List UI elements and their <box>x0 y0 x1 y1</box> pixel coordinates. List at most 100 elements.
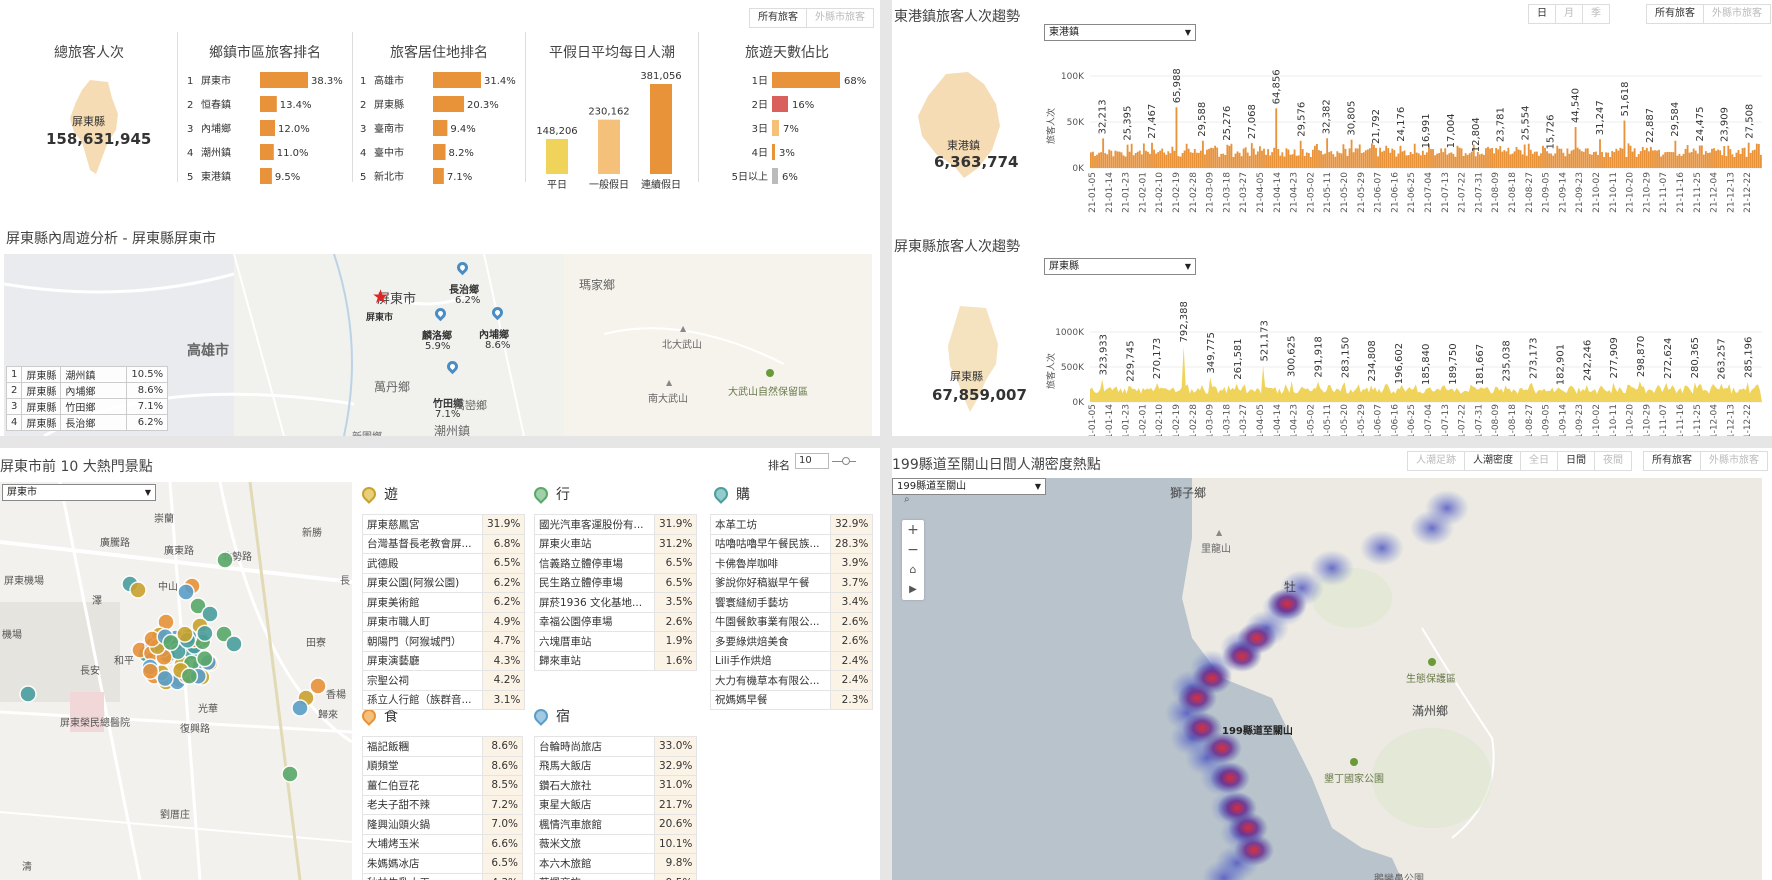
trend-bar <box>1248 155 1251 168</box>
table-row[interactable]: 隆興汕頭火鍋 7.0% <box>362 814 523 835</box>
table-row[interactable]: 薇米文旅 10.1% <box>534 833 698 854</box>
toggle-footprint[interactable]: 人潮足跡 <box>1408 452 1465 470</box>
trend-bar <box>1299 140 1302 168</box>
spot-name: 大埔烤玉米 <box>362 833 483 854</box>
table-row[interactable]: 秋林牛乳大王4.3% <box>362 872 523 880</box>
toggle-month[interactable]: 月 <box>1556 5 1583 23</box>
table-row[interactable]: 順頻堂 8.6% <box>362 755 523 776</box>
toggle-allday[interactable]: 全日 <box>1521 452 1558 470</box>
table-row[interactable]: 老夫子甜不辣 7.2% <box>362 794 523 815</box>
inner-tour-map[interactable]: 高雄市 屏東市 ★ 屏東市 長治鄉 6.2% 麟洛鄉 5.9% 內埔鄉 8.6%… <box>4 254 872 436</box>
table-row[interactable]: 楓情汽車旅館 20.6% <box>534 814 698 835</box>
map-label-changzhi: 長治鄉 <box>449 285 479 296</box>
table-row[interactable]: 牛園餐飲事業有限公... 2.6% <box>710 611 874 632</box>
table-row[interactable]: 3 屏東縣 竹田鄉 7.1% <box>5 398 169 415</box>
table-row[interactable]: 民生路立體停車場 6.5% <box>534 572 698 593</box>
table-row[interactable]: 屏菸1936 文化基地... 3.5% <box>534 592 698 613</box>
table-row[interactable]: 饗寰縫紉手藝坊 3.4% <box>710 592 874 613</box>
map-label: 北勢路 <box>222 552 252 563</box>
table-row[interactable]: 多要綠烘焙美食 2.6% <box>710 631 874 652</box>
table-row[interactable]: 鑽石大旅社 31.0% <box>534 775 698 796</box>
heat-hotspot <box>1222 640 1262 672</box>
table-row[interactable]: 信義路立體停車場 6.5% <box>534 553 698 574</box>
toggle-night[interactable]: 夜間 <box>1603 455 1623 466</box>
table-row[interactable]: 幸福公園停車場 2.6% <box>534 611 698 632</box>
search-icon[interactable]: ⌕ <box>904 494 910 505</box>
toggle-outside-visitors[interactable]: 外縣市旅客 <box>1709 455 1759 466</box>
table-row[interactable]: 屏東美術館 6.2% <box>362 592 526 613</box>
table-row[interactable]: 國光汽車客運股份有... 31.9% <box>534 514 698 535</box>
rank-slider-handle[interactable] <box>842 457 850 465</box>
y-axis-label: 旅客人次 <box>1045 353 1057 389</box>
table-row[interactable]: 本六木旅館 9.8% <box>534 853 698 874</box>
table-row[interactable]: 東星大飯店 21.7% <box>534 794 698 815</box>
trend-bar <box>1183 150 1186 168</box>
map-label: 中山 <box>158 582 178 593</box>
table-row[interactable]: 咕嚕咕嚕早午餐民族... 28.3% <box>710 533 874 554</box>
rank-input[interactable]: 10 <box>795 453 829 469</box>
table-row[interactable]: 卡佛魯岸咖啡 3.9% <box>710 553 874 574</box>
table-row[interactable]: Lili手作烘焙 2.4% <box>710 650 874 671</box>
table-row[interactable]: 薇楓商旅9.5% <box>534 872 698 880</box>
table-row[interactable]: 1 屏東縣 潮州鎮 10.5% <box>5 366 169 383</box>
play-icon[interactable]: ▶ <box>909 584 917 595</box>
trend-value-label: 24,475 <box>1695 106 1706 141</box>
table-row[interactable]: 本革工坊 32.9% <box>710 514 874 535</box>
table-row[interactable]: 武德殿 6.5% <box>362 553 526 574</box>
trend-bar <box>1379 147 1381 168</box>
table-row[interactable]: 孫立人行館（族群音... 3.1% <box>362 689 526 710</box>
toggle-outside-visitors[interactable]: 外縣市旅客 <box>815 12 865 23</box>
trend-bar <box>1621 148 1624 168</box>
table-row[interactable]: 屏東慈鳳宮 31.9% <box>362 514 526 535</box>
table-row[interactable]: 爹說你好稿嶽早午餐 3.7% <box>710 572 874 593</box>
zoom-out-button[interactable]: − <box>907 542 919 558</box>
toggle-day[interactable]: 日 <box>1529 5 1556 23</box>
trend-bar <box>1293 149 1296 168</box>
table-row[interactable]: 歸來車站 1.6% <box>534 650 698 671</box>
trend-bar <box>1226 144 1229 168</box>
spots-map[interactable]: 崇蘭 廣騰路 屏東機場 廣東路 北勢路 新勝 中山 長 澤 田寮 香楊 和平 長… <box>0 482 352 880</box>
x-tick-label: 21-11-16 <box>1676 172 1686 213</box>
table-row[interactable]: 屏東演藝廳 4.3% <box>362 650 526 671</box>
county-select[interactable]: 屏東縣 ▼ <box>1044 258 1196 275</box>
trend-bar <box>1682 153 1685 168</box>
town-select[interactable]: 東港鎮 ▼ <box>1044 24 1196 41</box>
map-label: 崇蘭 <box>154 514 174 525</box>
home-icon[interactable]: ⌂ <box>909 563 917 576</box>
table-row[interactable]: 朝陽門（阿猴城門） 4.7% <box>362 631 526 652</box>
route-select[interactable]: 199縣道至關山 ▼ <box>892 478 1046 495</box>
trend-bar <box>1639 151 1642 168</box>
zoom-in-button[interactable]: + <box>907 522 919 538</box>
trend-bar <box>1633 148 1636 168</box>
table-row[interactable]: 福記飯糰 8.6% <box>362 736 523 757</box>
toggle-all-visitors[interactable]: 所有旅客 <box>750 9 807 27</box>
table-row[interactable]: 屏東公園(阿猴公園) 6.2% <box>362 572 526 593</box>
toggle-season[interactable]: 季 <box>1591 8 1601 19</box>
table-row[interactable]: 宗聖公祠 4.2% <box>362 670 526 691</box>
heat-map[interactable]: 199縣道至關山 ▼ + − ⌂ ▶ ⌕ 獅子鄉 ▲ 里龍山 牡 生態保護區 滿州… <box>892 478 1762 880</box>
city-select[interactable]: 屏東市 ▼ <box>2 484 156 501</box>
toggle-all-visitors[interactable]: 所有旅客 <box>1644 452 1701 470</box>
table-row[interactable]: 大埔烤玉米 6.6% <box>362 833 523 854</box>
toggle-density[interactable]: 人潮密度 <box>1473 455 1513 466</box>
table-row[interactable]: 大力有機草本有限公... 2.4% <box>710 670 874 691</box>
trend-value-label: 25,554 <box>1521 105 1532 140</box>
table-row[interactable]: 六塊厝車站 1.9% <box>534 631 698 652</box>
table-row[interactable]: 薑仁伯豆花 8.5% <box>362 775 523 796</box>
table-row[interactable]: 屏東火車站 31.2% <box>534 533 698 554</box>
table-row[interactable]: 台輪時尚旅店 33.0% <box>534 736 698 757</box>
toggle-daytime[interactable]: 日間 <box>1558 452 1595 470</box>
toggle-outside-visitors[interactable]: 外縣市旅客 <box>1712 8 1762 19</box>
trend-bar <box>1130 143 1133 168</box>
table-row[interactable]: 2 屏東縣 內埔鄉 8.6% <box>5 382 169 399</box>
table-row[interactable]: 屏東市職人町 4.9% <box>362 611 526 632</box>
table-row[interactable]: 飛馬大飯店 32.9% <box>534 755 698 776</box>
table-row[interactable]: 朱媽媽冰店 6.5% <box>362 853 523 874</box>
toggle-all-visitors[interactable]: 所有旅客 <box>1647 5 1704 23</box>
table-row[interactable]: 4 屏東縣 長治鄉 6.2% <box>5 414 169 431</box>
spot-pct: 6.5% <box>482 853 523 874</box>
table-row[interactable]: 祝媽媽早餐 2.3% <box>710 689 874 710</box>
x-tick-label: 21-07-31 <box>1474 172 1484 213</box>
total-visitors-title: 總旅客人次 <box>54 45 124 61</box>
table-row[interactable]: 台灣基督長老教會屏... 6.8% <box>362 533 526 554</box>
